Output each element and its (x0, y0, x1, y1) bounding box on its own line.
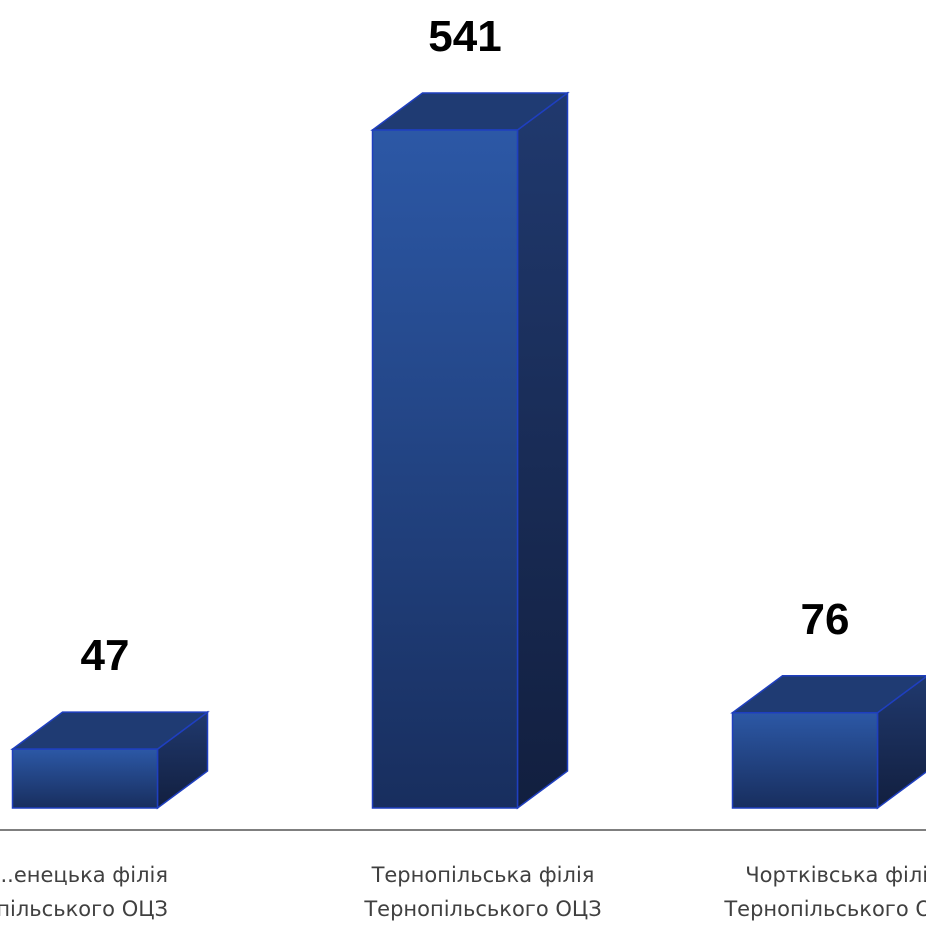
category-label-1-line-1: Тернопільського ОЦЗ (363, 897, 601, 921)
data-label-2: 76 (801, 595, 850, 644)
data-label-0: 47 (81, 631, 130, 680)
bar-front-face (731, 712, 879, 809)
bar-front-face (11, 748, 159, 809)
bars-group (10, 91, 926, 810)
bar-2 (730, 675, 926, 810)
category-label-1-line-0: Тернопільська філія (371, 863, 595, 887)
data-label-1: 541 (428, 12, 501, 61)
category-label-0-line-1: ...пільського ОЦЗ (0, 897, 168, 921)
category-label-2-line-0: Чортківська філія (745, 863, 926, 887)
category-label-0-line-0: ...енецька філія (0, 863, 168, 887)
bar-side-face (516, 91, 569, 810)
category-label-2-line-1: Тернопільського ОЦЗ (723, 897, 926, 921)
bar-0 (10, 710, 210, 810)
bar-1 (370, 91, 570, 810)
labels-group: 47 ...енецька філія ...пільського ОЦЗ 541 Те… (0, 12, 926, 921)
bar-front-face (371, 129, 519, 809)
